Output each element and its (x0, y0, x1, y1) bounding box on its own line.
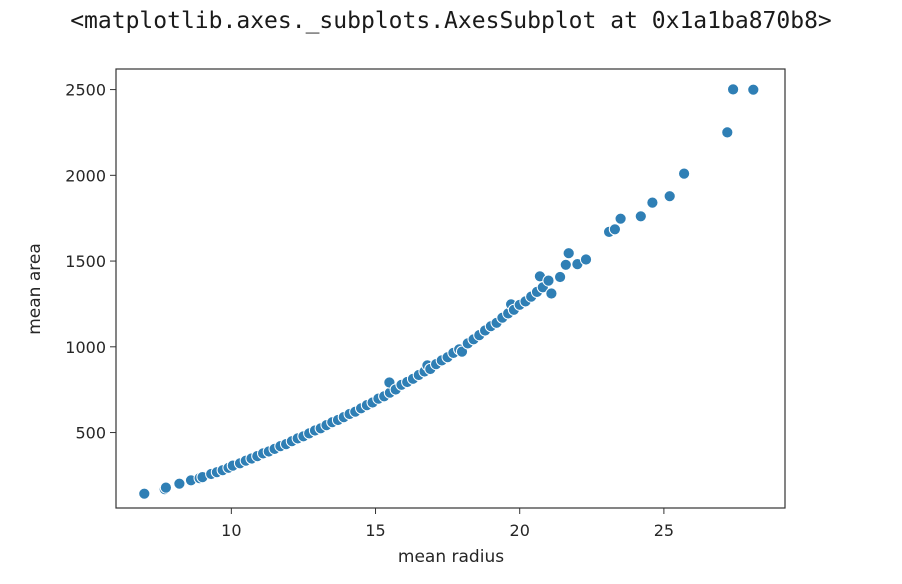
data-point (138, 487, 151, 500)
x-axis-ticks: 10 15 20 25 (221, 508, 674, 540)
data-point (721, 126, 734, 139)
data-point (663, 190, 676, 203)
axes-frame (115, 68, 786, 509)
y-tick-label: 1000 (65, 338, 106, 357)
y-axis-ticks: 500 1000 1500 2000 2500 (65, 81, 116, 443)
data-point (579, 253, 593, 266)
data-points (138, 83, 760, 500)
data-point (559, 258, 572, 271)
data-point (646, 196, 659, 209)
y-axis-label: mean area (25, 243, 45, 335)
x-tick-label: 25 (654, 521, 674, 540)
data-point (554, 270, 567, 284)
data-point (747, 83, 760, 96)
x-tick-label: 10 (221, 521, 241, 540)
x-tick-label: 20 (510, 521, 530, 540)
data-point (562, 247, 575, 260)
cell-output-repr: <matplotlib.axes._subplots.AxesSubplot a… (70, 8, 832, 34)
x-tick-label: 15 (365, 521, 385, 540)
data-point (173, 477, 186, 490)
y-tick-label: 500 (75, 424, 106, 443)
data-point (545, 287, 558, 300)
data-point (678, 167, 691, 180)
data-point (542, 274, 555, 287)
y-tick-label: 1500 (65, 252, 106, 271)
data-point (455, 345, 469, 358)
data-point (634, 210, 647, 223)
x-axis-label: mean radius (398, 547, 504, 567)
data-point (614, 212, 627, 225)
data-point (727, 83, 740, 96)
data-point (608, 223, 622, 236)
data-point (159, 481, 172, 494)
y-tick-label: 2500 (65, 81, 106, 100)
y-tick-label: 2000 (65, 166, 106, 185)
